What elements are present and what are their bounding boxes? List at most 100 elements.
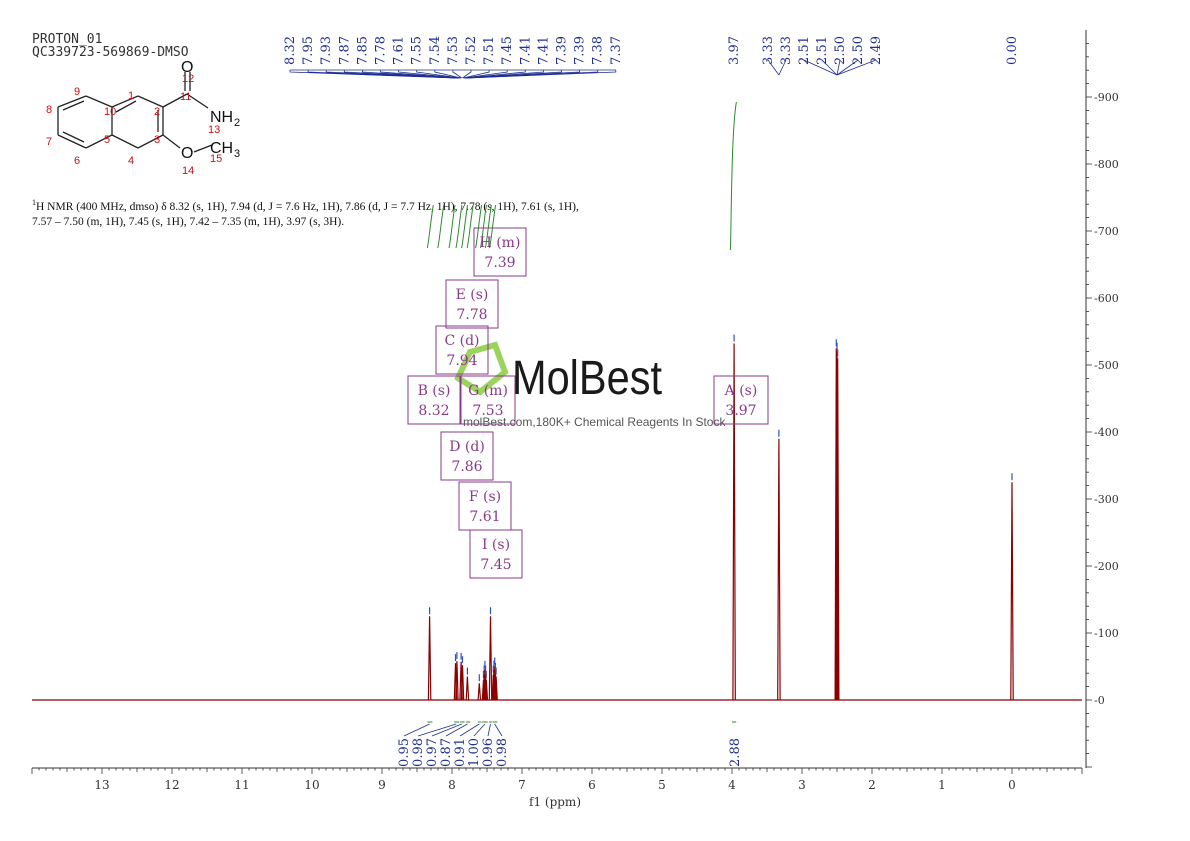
oxygen-14-label: O	[181, 145, 193, 162]
peak-label: 7.51	[482, 36, 497, 65]
multiplet-box	[445, 279, 499, 329]
atom-number: 10	[104, 106, 116, 118]
atom-number: 9	[74, 86, 80, 98]
bond	[85, 134, 113, 149]
y-tick-label: -500	[1094, 359, 1119, 372]
peak-label-leader	[362, 70, 459, 79]
atom-number: 15	[210, 153, 222, 165]
methyl-subscript: 3	[234, 148, 240, 160]
y-tick-label: -800	[1094, 158, 1119, 171]
integral-leader	[445, 723, 468, 737]
x-tick-label: 8	[448, 778, 456, 792]
multiplet-box	[435, 325, 489, 375]
multiplet-label: A (s)	[724, 383, 758, 399]
spectrum-peak	[427, 616, 432, 701]
multiplet-value: 7.86	[451, 459, 482, 475]
peak-label-leader	[778, 59, 787, 76]
x-tick-label: 7	[518, 778, 526, 792]
amine-subscript: 2	[234, 117, 240, 129]
bond	[137, 95, 164, 108]
x-axis-title: f1 (ppm)	[529, 795, 581, 809]
peak-label-leader	[464, 70, 526, 79]
peak-label: 2.51	[815, 36, 830, 65]
peak-label: 3.97	[727, 36, 742, 65]
multiplet-value: 7.45	[480, 557, 511, 573]
peak-label: 3.33	[779, 36, 794, 65]
integral-value: 0.98	[411, 738, 426, 767]
bond	[57, 95, 87, 108]
y-tick-label: -400	[1094, 426, 1119, 439]
multiplet-label: E (s)	[456, 287, 489, 303]
peak-label-leader	[452, 70, 463, 79]
bond	[111, 95, 139, 108]
peak-label: 7.53	[446, 36, 461, 65]
peak-label-leader	[463, 70, 508, 79]
atom-number: 4	[128, 155, 134, 167]
atom-number: 7	[46, 136, 52, 148]
y-tick-label: -700	[1094, 225, 1119, 238]
spectrum-peak	[835, 351, 839, 701]
integral-curve	[448, 204, 456, 249]
peak-label: 7.54	[428, 36, 443, 65]
multiplet-value: 7.53	[472, 403, 503, 419]
spectrum-peak	[732, 343, 736, 701]
multiplet-value: 7.78	[456, 307, 487, 323]
bond	[62, 131, 85, 143]
integral-leader	[494, 723, 503, 737]
spectrum-peak	[835, 358, 840, 701]
peak-label-leader	[434, 70, 462, 79]
integral-curve	[480, 204, 487, 249]
multiplet-value: 3.97	[725, 403, 756, 419]
peak-label: 0.00	[1005, 36, 1020, 65]
integral-value: 0.91	[453, 738, 468, 767]
integral-value: 0.96	[481, 738, 496, 767]
peak-label: 7.39	[555, 36, 570, 65]
bond	[62, 100, 85, 111]
peak-label: 7.41	[536, 36, 551, 65]
header-line-1: PROTON_01	[32, 32, 103, 47]
chemical-structure	[57, 72, 213, 153]
spectrum-peak	[460, 665, 465, 701]
x-tick-label: 13	[94, 778, 109, 792]
spectrum-peak	[484, 679, 489, 701]
integral-value: 1.00	[467, 738, 482, 767]
integral-value: 0.95	[397, 738, 412, 767]
integral-value: 0.87	[439, 738, 454, 767]
peak-label-leader	[767, 59, 780, 76]
watermark-brand: MolBest	[512, 352, 662, 405]
bond	[162, 134, 181, 149]
peak-label: 7.95	[301, 36, 316, 65]
y-tick-label: -900	[1094, 91, 1119, 104]
x-tick-label: 11	[234, 778, 249, 792]
spectrum-peak	[477, 683, 482, 701]
atom-number: 5	[104, 134, 110, 146]
peak-label: 7.61	[392, 36, 407, 65]
multiplet-label: F (s)	[469, 489, 501, 505]
nmr-superscript: 1	[32, 198, 36, 208]
oxygen-12-label: O	[181, 59, 193, 76]
peak-label-leader	[343, 70, 458, 79]
x-tick-label: 9	[378, 778, 386, 792]
peak-label: 7.52	[464, 36, 479, 65]
integral-curve	[461, 204, 469, 249]
peak-label: 2.51	[797, 36, 812, 65]
peak-label: 7.93	[319, 36, 334, 65]
peak-label-leader	[836, 59, 841, 76]
peak-label-leader	[468, 70, 617, 79]
x-tick-label: 0	[1008, 778, 1016, 792]
peak-label-leader	[803, 59, 838, 76]
peak-label-leader	[380, 70, 460, 79]
peak-label-leader	[836, 59, 859, 76]
integral-curve	[489, 204, 497, 249]
peak-label: 7.85	[355, 36, 370, 65]
integral-curve	[455, 204, 463, 249]
peak-label: 7.55	[410, 36, 425, 65]
atom-number: 1	[128, 90, 134, 102]
integral-curve	[475, 204, 483, 249]
bond	[193, 144, 213, 153]
multiplet-value: 7.94	[446, 353, 477, 369]
peak-label: 7.45	[500, 36, 515, 65]
peak-label-leader	[462, 70, 472, 79]
